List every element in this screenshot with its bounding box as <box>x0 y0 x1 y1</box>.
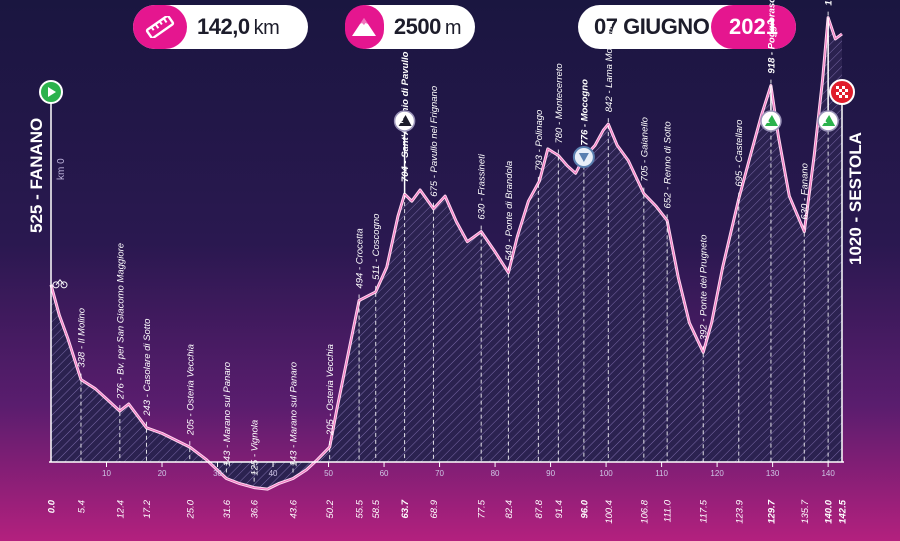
start-km-label: 0.0 <box>47 499 58 513</box>
place-label: 793 - Polinago <box>534 110 545 171</box>
climb-cat1-icon: 1 <box>760 110 782 132</box>
place-label: 338 - Il Molino <box>76 308 87 368</box>
place-km-label: 12.4 <box>115 500 126 519</box>
place-km-label: 135.7 <box>800 499 811 523</box>
svg-text:1: 1 <box>823 118 827 125</box>
climb-cat1-icon: 1 <box>817 110 839 132</box>
place-km-label: 58.5 <box>371 499 382 518</box>
sprint-icon <box>572 146 595 168</box>
bicycle-icon <box>52 279 68 289</box>
place-km-label: 5.4 <box>76 500 87 513</box>
axis-tick-label: 60 <box>380 469 389 478</box>
axis-tick-label: 40 <box>269 469 278 478</box>
place-label: 205 - Osteria Vecchia <box>185 344 196 436</box>
place-label: 842 - Lama Mocogno <box>604 22 615 112</box>
place-label: 652 - Renno di Sotto <box>663 121 674 208</box>
place-km-label: 63.7 <box>400 499 411 518</box>
climb-cat2-icon: 2 <box>393 110 416 132</box>
elevation-pill: 2500 m <box>345 5 475 49</box>
place-label: 705 - Gaianello <box>639 117 650 181</box>
finish-km-label: 142.5 <box>838 499 849 523</box>
place-label: 695 - Castellaro <box>734 120 745 187</box>
axis-tick-label: 10 <box>102 469 111 478</box>
axis-tick-label: 70 <box>435 469 444 478</box>
start-km-zero: km 0 <box>56 158 67 180</box>
place-km-label: 129.7 <box>766 499 777 523</box>
date-pill: 07 GIUGNO 2021 <box>578 5 796 49</box>
start-flag-icon <box>39 80 63 104</box>
place-label: 630 - Fanano <box>800 163 811 220</box>
place-label: 918 - Poggioraso <box>766 0 777 74</box>
place-km-label: 55.5 <box>355 499 366 518</box>
place-label: 494 - Crocetta <box>355 228 366 288</box>
place-label: 143 - Marano sul Panaro <box>289 362 300 467</box>
place-label: 143 - Marano sul Panaro <box>222 362 233 467</box>
place-km-label: 82.4 <box>504 500 515 519</box>
place-km-label: 117.5 <box>699 499 710 523</box>
place-label: 630 - Frassineti <box>477 153 488 219</box>
axis-tick-label: 110 <box>655 469 668 478</box>
place-label: 780 - Montecerreto <box>554 63 565 143</box>
place-km-label: 106.8 <box>639 499 650 523</box>
mountain-icon <box>345 5 384 49</box>
place-label: 1052 - Colle Passerino <box>824 0 835 6</box>
place-km-label: 77.5 <box>477 499 488 518</box>
finish-flag-icon <box>829 79 855 105</box>
axis-tick-label: 100 <box>599 469 613 478</box>
profile-area <box>51 17 842 490</box>
place-km-label: 96.0 <box>579 499 590 518</box>
place-label: 549 - Ponte di Brandola <box>504 161 515 261</box>
place-label: 776 - Mocogno <box>579 79 590 146</box>
place-km-label: 17.2 <box>142 499 153 518</box>
svg-text:2: 2 <box>400 118 404 125</box>
place-label: 392 - Ponte del Prugneto <box>699 235 710 341</box>
place-km-label: 43.6 <box>289 499 300 518</box>
ruler-icon <box>133 5 187 49</box>
place-km-label: 91.4 <box>554 500 565 519</box>
place-km-label: 100.4 <box>604 500 615 524</box>
axis-tick-label: 140 <box>821 469 835 478</box>
svg-text:1: 1 <box>766 118 770 125</box>
axis-tick-label: 130 <box>766 469 780 478</box>
year-badge: 2021 <box>711 5 796 49</box>
axis-tick-label: 20 <box>158 469 167 478</box>
place-km-label: 50.2 <box>325 499 336 518</box>
place-km-label: 87.8 <box>534 499 545 518</box>
place-km-label: 36.6 <box>250 499 261 518</box>
place-km-label: 111.0 <box>663 499 674 522</box>
axis-tick-label: 50 <box>324 469 333 478</box>
date-text: 07 GIUGNO <box>594 14 710 39</box>
axis-tick-label: 90 <box>546 469 555 478</box>
axis-tick-label: 30 <box>213 469 222 478</box>
start-town-label: 525 - FANANO <box>27 118 46 233</box>
place-label: 675 - Pavullo nel Frignano <box>429 86 440 197</box>
place-label: 125 - Vignola <box>250 420 261 476</box>
place-label: 205 - Osteria Vecchia <box>325 344 336 436</box>
elevation-value: 2500 <box>393 14 441 39</box>
axis-tick-label: 80 <box>491 469 500 478</box>
place-label: 243 - Casolare di Sotto <box>142 319 153 417</box>
distance-pill: 142,0 km <box>133 5 308 49</box>
finish-town-label: 1020 - SESTOLA <box>846 132 865 265</box>
profile-line-accent <box>50 17 843 490</box>
place-km-label: 123.9 <box>734 499 745 523</box>
place-label: 511 - Coscogno <box>371 214 382 280</box>
place-km-label: 68.9 <box>429 499 440 518</box>
axis-tick-label: 120 <box>710 469 724 478</box>
place-label: 276 - Bv. per San Giacomo Maggiore <box>115 243 126 400</box>
place-km-label: 31.6 <box>222 499 233 518</box>
distance-unit: km <box>253 17 280 39</box>
place-km-label: 25.0 <box>185 499 196 519</box>
elevation-unit: m <box>444 17 462 39</box>
distance-value: 142,0 <box>197 14 250 39</box>
place-km-label: 140.0 <box>824 499 835 523</box>
